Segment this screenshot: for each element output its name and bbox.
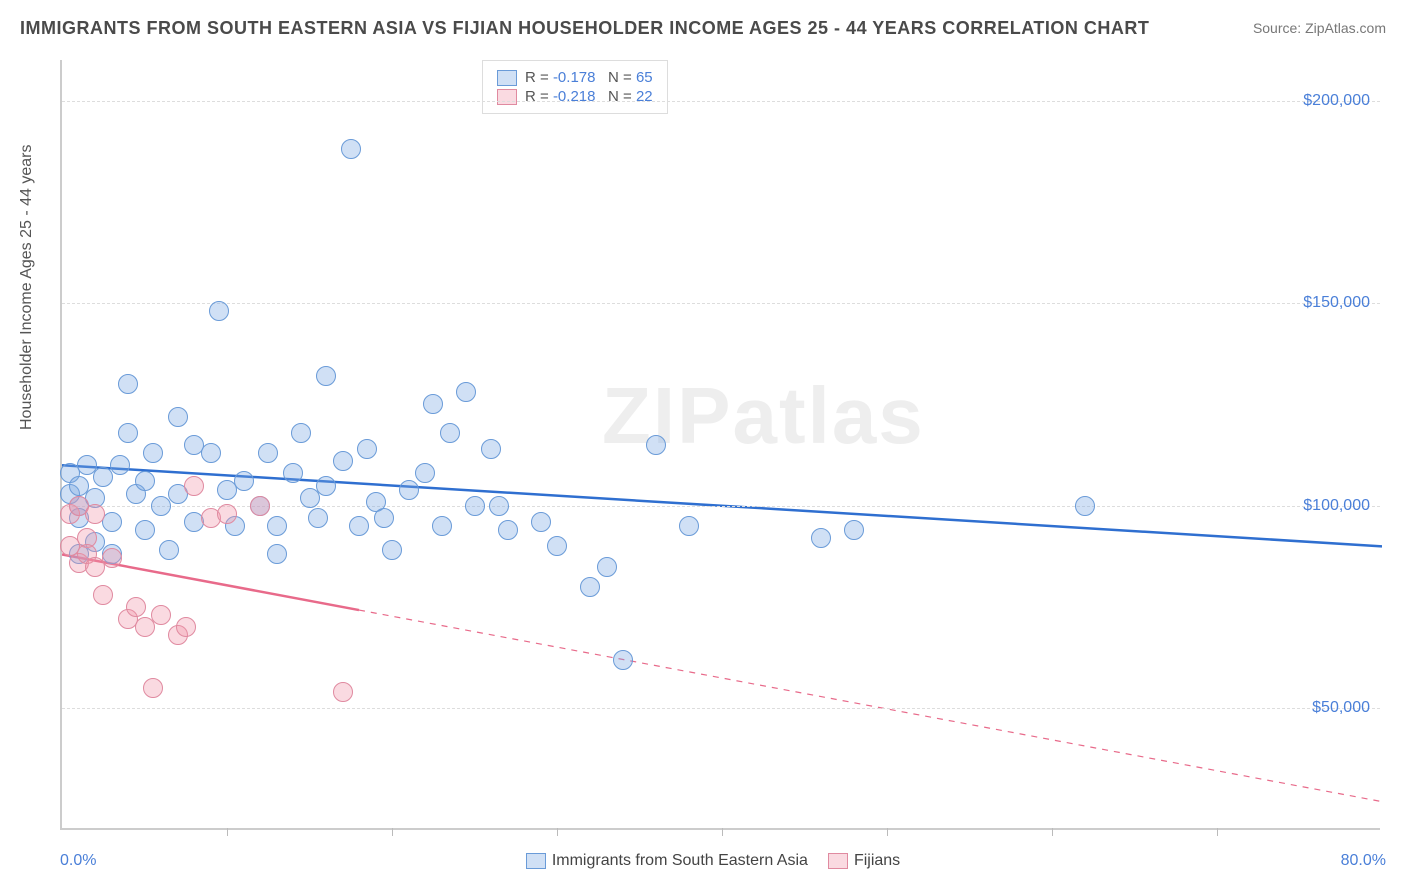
data-point — [547, 536, 567, 556]
series-swatch — [526, 853, 546, 869]
x-tick-mark — [392, 828, 393, 836]
y-tick-label: $100,000 — [1303, 497, 1370, 515]
data-point — [102, 548, 122, 568]
legend-stat-text: R = -0.218 N = 22 — [525, 88, 653, 105]
data-point — [1075, 496, 1095, 516]
trend-lines — [62, 60, 1382, 830]
data-point — [184, 476, 204, 496]
legend-swatch — [497, 89, 517, 105]
data-point — [234, 471, 254, 491]
data-point — [456, 382, 476, 402]
gridline — [62, 708, 1380, 709]
x-tick-mark — [887, 828, 888, 836]
y-tick-label: $50,000 — [1312, 699, 1370, 717]
series-legend: Immigrants from South Eastern Asia Fijian… — [0, 852, 1406, 870]
data-point — [382, 540, 402, 560]
data-point — [143, 443, 163, 463]
data-point — [159, 540, 179, 560]
data-point — [308, 508, 328, 528]
data-point — [118, 374, 138, 394]
data-point — [126, 597, 146, 617]
data-point — [341, 139, 361, 159]
data-point — [679, 516, 699, 536]
data-point — [267, 544, 287, 564]
stats-legend: R = -0.178 N = 65 R = -0.218 N = 22 — [482, 60, 668, 114]
data-point — [110, 455, 130, 475]
x-tick-mark — [722, 828, 723, 836]
x-tick-mark — [227, 828, 228, 836]
data-point — [250, 496, 270, 516]
data-point — [440, 423, 460, 443]
legend-row: R = -0.218 N = 22 — [497, 88, 653, 105]
data-point — [498, 520, 518, 540]
series-label: Fijians — [854, 852, 900, 869]
data-point — [432, 516, 452, 536]
plot-area: ZIPatlas R = -0.178 N = 65R = -0.218 N =… — [60, 60, 1380, 830]
data-point — [135, 471, 155, 491]
data-point — [217, 504, 237, 524]
source-label: Source: ZipAtlas.com — [1253, 20, 1386, 36]
legend-swatch — [497, 70, 517, 86]
data-point — [93, 585, 113, 605]
data-point — [357, 439, 377, 459]
legend-row: R = -0.178 N = 65 — [497, 69, 653, 86]
data-point — [481, 439, 501, 459]
data-point — [333, 451, 353, 471]
data-point — [209, 301, 229, 321]
data-point — [267, 516, 287, 536]
x-tick-mark — [557, 828, 558, 836]
data-point — [151, 605, 171, 625]
data-point — [176, 617, 196, 637]
data-point — [258, 443, 278, 463]
data-point — [613, 650, 633, 670]
data-point — [168, 407, 188, 427]
data-point — [597, 557, 617, 577]
data-point — [135, 520, 155, 540]
series-label: Immigrants from South Eastern Asia — [552, 852, 808, 869]
data-point — [844, 520, 864, 540]
series-swatch — [828, 853, 848, 869]
y-tick-label: $200,000 — [1303, 92, 1370, 110]
data-point — [143, 678, 163, 698]
data-point — [399, 480, 419, 500]
data-point — [531, 512, 551, 532]
data-point — [646, 435, 666, 455]
data-point — [374, 508, 394, 528]
y-axis-label: Householder Income Ages 25 - 44 years — [18, 145, 36, 431]
y-tick-label: $150,000 — [1303, 294, 1370, 312]
data-point — [489, 496, 509, 516]
chart-title: IMMIGRANTS FROM SOUTH EASTERN ASIA VS FI… — [20, 18, 1149, 39]
data-point — [283, 463, 303, 483]
data-point — [333, 682, 353, 702]
x-tick-mark — [1052, 828, 1053, 836]
data-point — [118, 423, 138, 443]
x-tick-mark — [1217, 828, 1218, 836]
data-point — [316, 476, 336, 496]
data-point — [580, 577, 600, 597]
data-point — [201, 443, 221, 463]
data-point — [415, 463, 435, 483]
data-point — [423, 394, 443, 414]
data-point — [349, 516, 369, 536]
data-point — [811, 528, 831, 548]
data-point — [291, 423, 311, 443]
gridline — [62, 101, 1380, 102]
data-point — [316, 366, 336, 386]
data-point — [85, 504, 105, 524]
legend-stat-text: R = -0.178 N = 65 — [525, 69, 653, 86]
gridline — [62, 303, 1380, 304]
data-point — [465, 496, 485, 516]
